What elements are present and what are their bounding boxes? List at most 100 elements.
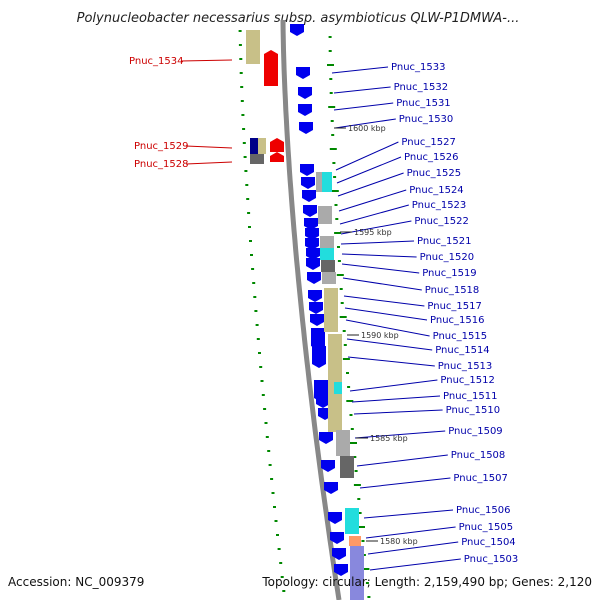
gene-leader-line (331, 66, 389, 74)
gc-marker (247, 212, 251, 214)
cog-category-block (350, 546, 364, 600)
cog-category-block (340, 456, 354, 478)
gene-arrow-forward (324, 482, 338, 494)
gene-arrow-forward (328, 512, 342, 524)
gc-marker (274, 520, 278, 522)
gc-marker (331, 190, 339, 192)
gene-leader-line (354, 430, 446, 439)
gene-arrow-forward (299, 122, 313, 134)
gene-arrow-forward (330, 532, 344, 544)
gene-arrow-forward (321, 460, 335, 472)
gc-marker (239, 58, 243, 60)
cog-category-block (258, 138, 266, 154)
gc-marker (358, 512, 362, 514)
gc-marker (258, 352, 261, 354)
gene-leader-line (340, 220, 412, 235)
gc-marker (339, 316, 347, 318)
gene-leader-line (343, 295, 425, 307)
gc-marker (243, 156, 247, 158)
gene-leader-line (335, 141, 399, 171)
scale-marker-label: 1600 kbp (348, 124, 386, 133)
cog-category-block (322, 272, 336, 284)
gc-marker (248, 226, 251, 228)
gc-marker (334, 232, 342, 234)
gc-marker (260, 380, 264, 382)
gene-label: Pnuc_1530 (399, 114, 453, 125)
cog-category-block (334, 382, 342, 394)
gc-marker (367, 596, 371, 598)
gc-marker (261, 394, 265, 396)
gc-marker (244, 170, 248, 172)
gene-leader-line (185, 161, 233, 165)
gene-label: Pnuc_1527 (401, 137, 455, 148)
gene-label: Pnuc_1520 (420, 252, 474, 263)
cog-category-block (246, 30, 260, 64)
gc-marker (252, 282, 256, 284)
scale-marker-label: 1590 kbp (361, 331, 399, 340)
gene-leader-line (336, 156, 402, 184)
gc-marker (271, 492, 275, 494)
gc-marker (340, 302, 344, 304)
topology-text: Topology: circular; Length: 2,159,490 bp… (261, 575, 592, 589)
gc-marker (240, 86, 244, 88)
gc-marker (245, 184, 249, 186)
gene-label: Pnuc_1526 (404, 152, 458, 163)
gc-marker (337, 260, 341, 262)
gene-arrow-forward (312, 346, 326, 368)
gene-leader-line (346, 338, 433, 351)
gene-label: Pnuc_1534 (129, 56, 183, 67)
gc-marker (242, 142, 246, 144)
gene-leader-line (333, 86, 391, 94)
gc-marker (358, 526, 365, 528)
cog-category-block (321, 260, 335, 272)
gc-marker (239, 72, 243, 74)
gc-marker (328, 106, 336, 108)
gc-marker (339, 288, 343, 290)
gene-arrow-forward (303, 205, 317, 217)
gc-marker (365, 582, 369, 584)
gene-label: Pnuc_1529 (134, 141, 188, 152)
gc-marker (357, 498, 361, 500)
gene-label: Pnuc_1512 (440, 375, 494, 386)
gene-arrow-forward (311, 328, 325, 350)
gene-leader-line (351, 395, 441, 403)
gene-label: Pnuc_1519 (422, 268, 476, 279)
gene-arrow-forward (290, 24, 304, 36)
gene-leader-line (338, 189, 407, 212)
gene-leader-line (367, 541, 459, 555)
gene-arrow-forward (307, 272, 321, 284)
gc-marker (333, 176, 337, 178)
gene-label: Pnuc_1508 (451, 450, 505, 461)
gene-label: Pnuc_1504 (461, 537, 515, 548)
gc-marker (329, 148, 337, 150)
scale-marker-label: 1595 kbp (354, 228, 392, 237)
gc-marker (335, 218, 339, 220)
gene-leader-line (185, 145, 233, 149)
cog-category-block (316, 172, 326, 192)
gene-arrow-forward (296, 67, 310, 79)
genome-backbone (280, 19, 342, 600)
gc-marker (328, 50, 332, 52)
gene-label: Pnuc_1524 (409, 185, 463, 196)
gene-arrow-forward (319, 432, 333, 444)
cog-category-block (320, 248, 334, 260)
gc-marker (362, 554, 366, 556)
cog-category-block (318, 206, 332, 224)
gene-label: Pnuc_1522 (414, 216, 468, 227)
gc-marker (254, 310, 258, 312)
gc-marker (253, 296, 257, 298)
cog-category-block (336, 430, 350, 456)
gc-marker (342, 358, 350, 360)
gene-label: Pnuc_1513 (438, 361, 492, 372)
gene-arrow-forward (310, 314, 324, 326)
gene-label: Pnuc_1528 (134, 159, 188, 170)
gc-skew-track (238, 30, 371, 598)
gene-leader-line (342, 277, 422, 291)
gc-marker (331, 134, 335, 136)
gene-leader-line (363, 509, 454, 519)
gc-marker (343, 344, 347, 346)
gene-label: Pnuc_1525 (407, 168, 461, 179)
gene-label: Pnuc_1507 (453, 473, 507, 484)
